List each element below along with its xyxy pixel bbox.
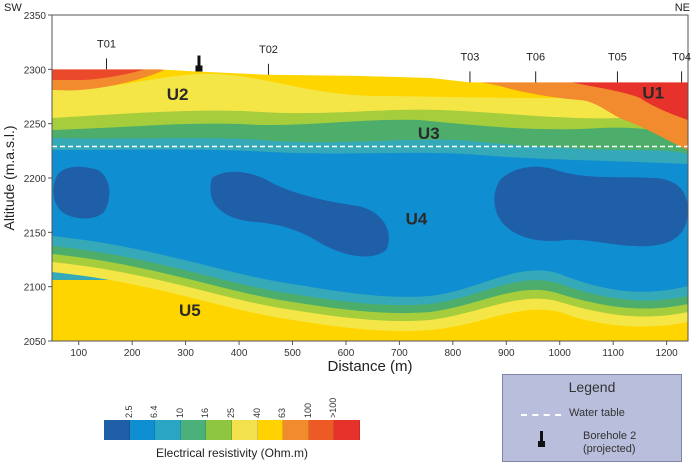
station-label: T04 (672, 51, 691, 63)
colorbar-tick-labels: 2.5 6.4 10 16 25 40 63 100 >100 (104, 380, 360, 418)
legend-box: Legend Water table Borehole 2 (projected… (502, 374, 682, 462)
colorbar-tick-label: 6.4 (149, 405, 160, 418)
colorbar-tick-label: >100 (328, 397, 339, 418)
x-tick-label: 400 (231, 348, 248, 359)
resistivity-section (52, 15, 688, 341)
y-axis: 2050 2100 2150 2200 2250 2300 2350 (24, 11, 52, 348)
blob-dark-blue-center (210, 171, 389, 257)
colorbar-swatch (104, 420, 130, 440)
y-tick-label: 2050 (24, 337, 47, 348)
y-axis-title: Altitude (m.a.s.l.) (1, 125, 17, 230)
legend-title: Legend (568, 379, 616, 395)
y-tick-label: 2100 (24, 283, 47, 294)
band-light-yellow-lower (52, 262, 688, 332)
colorbar-swatch (231, 420, 258, 440)
x-tick-label: 1000 (549, 348, 572, 359)
x-tick-label: 600 (338, 348, 355, 359)
station-label: T03 (460, 51, 479, 63)
y-tick-label: 2250 (24, 120, 47, 131)
x-tick-label: 900 (498, 348, 515, 359)
x-axis: 100 200 300 400 500 600 700 800 900 1000 1100 1200 (70, 341, 678, 359)
y-tick-label: 2150 (24, 228, 47, 239)
station-label: T01 (97, 38, 116, 50)
colorbar-tick-label: 100 (302, 402, 313, 418)
borehole-legend-line1: Borehole 2 (583, 430, 637, 442)
unit-label: U1 (642, 84, 664, 103)
colorbar-swatch (206, 420, 232, 440)
borehole-stem (197, 55, 201, 67)
colorbar-swatch (334, 420, 360, 440)
colorbar-swatch (155, 420, 181, 440)
station-label: T05 (608, 51, 627, 63)
x-tick-label: 200 (124, 348, 141, 359)
x-tick-label: 100 (70, 348, 87, 359)
x-tick-label: 1200 (655, 348, 678, 359)
borehole-marker (195, 55, 203, 72)
band-orange-right (470, 80, 688, 150)
corner-label-sw: SW (4, 2, 22, 14)
colorbar-tick-label: 63 (277, 407, 288, 418)
colorbar-swatch (129, 420, 156, 440)
station-label: T02 (259, 44, 278, 56)
unit-label: U2 (167, 85, 189, 104)
colorbar-tick-label: 2.5 (123, 405, 134, 418)
water-table-legend-line (521, 414, 561, 416)
colorbar-tick-label: 40 (251, 407, 262, 418)
x-tick-label: 500 (284, 348, 301, 359)
colorbar-tick-label: 16 (200, 407, 211, 418)
band-red-left (52, 68, 150, 80)
borehole-icon (538, 431, 545, 447)
resistivity-colorbar (104, 420, 360, 440)
colorbar-title: Electrical resistivity (Ohm.m) (155, 446, 308, 460)
blob-dark-blue-left (53, 166, 110, 219)
borehole-legend-line2: (projected) (583, 443, 636, 455)
topography-mask (52, 15, 688, 83)
borehole-legend-label: Borehole 2 (projected) (583, 430, 663, 456)
colorbar-swatch (180, 420, 207, 440)
unit-label: U3 (418, 124, 440, 143)
y-tick-label: 2350 (24, 11, 47, 22)
borehole-base (195, 65, 203, 72)
x-tick-label: 700 (391, 348, 408, 359)
unit-labels: U1 U2 U3 U4 U5 (167, 84, 664, 320)
colorbar-tick-label: 25 (226, 407, 236, 418)
station-markers: T01 T02 T03 T06 T05 T04 (97, 38, 691, 83)
band-red-right (560, 80, 688, 120)
y-tick-label: 2200 (24, 174, 47, 185)
blob-dark-blue-right (494, 166, 688, 247)
x-tick-label: 1100 (602, 348, 624, 359)
corner-label-ne: NE (675, 2, 690, 14)
x-tick-label: 800 (444, 348, 461, 359)
unit-label: U5 (179, 301, 201, 320)
unit-label: U4 (406, 210, 428, 229)
x-tick-label: 300 (177, 348, 194, 359)
colorbar-tick-label: 10 (174, 407, 185, 418)
colorbar-swatch (308, 420, 335, 440)
station-label: T06 (526, 51, 545, 63)
colorbar-swatch (257, 420, 284, 440)
y-tick-label: 2300 (24, 65, 47, 76)
water-table-legend-label: Water table (569, 407, 625, 419)
colorbar-swatch (283, 420, 309, 440)
x-axis-title: Distance (m) (327, 358, 412, 375)
